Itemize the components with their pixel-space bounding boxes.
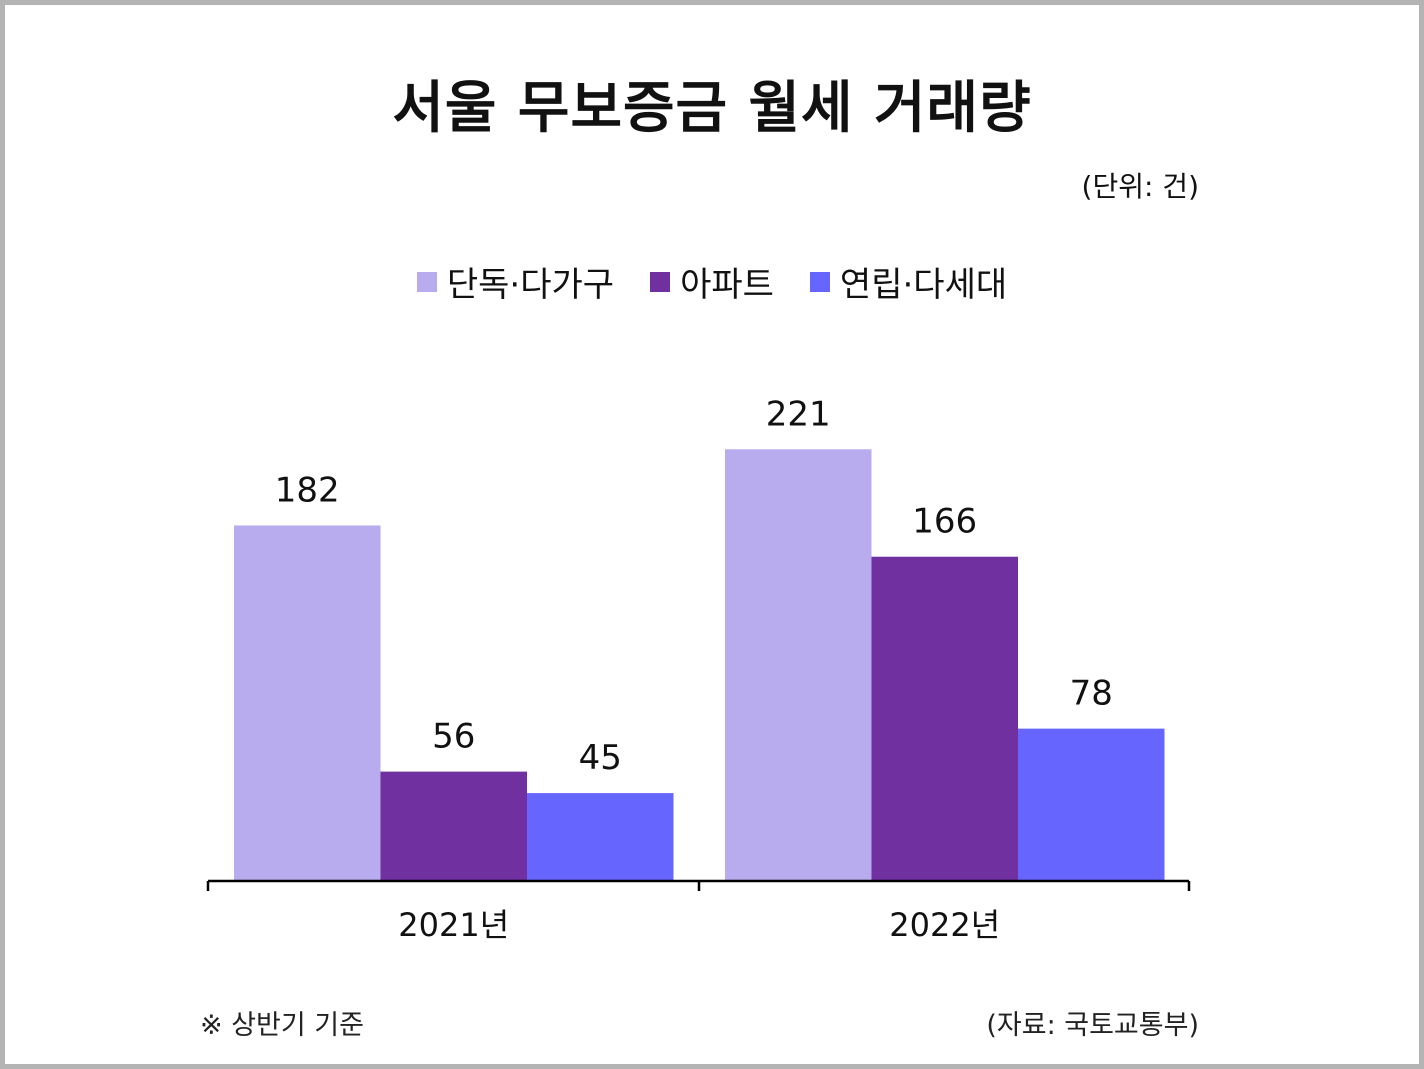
chart-title: 서울 무보증금 월세 거래량 [392, 76, 1032, 141]
legend: 단독·다가구 아파트 연립·다세대 [5, 257, 1419, 306]
data-label-0-1: 56 [432, 717, 475, 757]
legend-label-2: 연립·다세대 [839, 265, 1008, 305]
footnote: ※ 상반기 기준 [200, 1010, 364, 1041]
category-label-0: 2021년 [398, 906, 509, 944]
legend-swatch-1 [650, 271, 671, 292]
bar-chart: 182 56 45 2021년 221 166 78 2022년 [206, 394, 1191, 944]
legend-swatch-2 [809, 271, 830, 292]
category-label-1: 2022년 [889, 906, 1000, 944]
bar-0-1 [380, 771, 527, 881]
bar-0-0 [234, 525, 381, 881]
data-label-1-0: 221 [766, 394, 831, 434]
legend-swatch-0 [416, 271, 437, 292]
data-label-0-2: 45 [579, 738, 622, 778]
legend-label-1: 아파트 [680, 265, 774, 305]
data-label-0-0: 182 [275, 470, 340, 510]
legend-label-0: 단독·다가구 [446, 265, 615, 305]
source-note: (자료: 국토교통부) [986, 1010, 1199, 1041]
data-label-1-1: 166 [912, 502, 977, 542]
data-label-1-2: 78 [1070, 674, 1113, 714]
legend-item-2: 연립·다세대 [809, 257, 1008, 306]
legend-item-0: 단독·다가구 [416, 257, 615, 306]
bar-1-2 [1018, 728, 1165, 881]
legend-item-1: 아파트 [650, 257, 774, 306]
bar-0-2 [527, 793, 674, 881]
bar-1-0 [725, 449, 872, 881]
bar-1-1 [871, 556, 1018, 881]
unit-note: (단위: 건) [1081, 170, 1199, 203]
